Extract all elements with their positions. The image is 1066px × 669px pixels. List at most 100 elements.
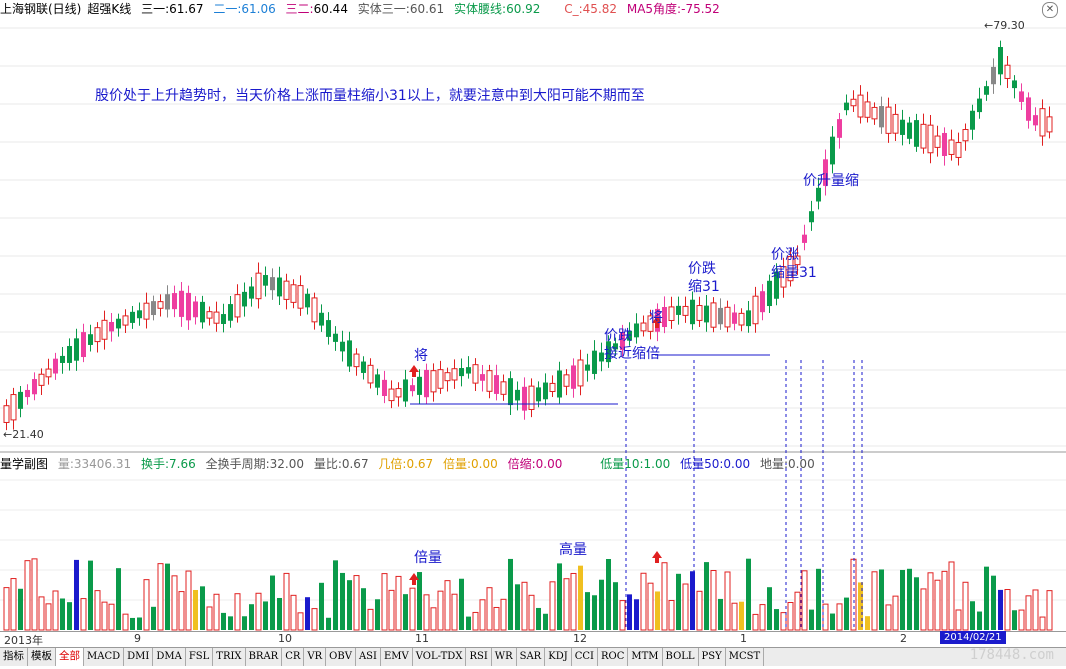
candle-body bbox=[297, 285, 304, 309]
tab-全部[interactable]: 全部 bbox=[56, 648, 84, 666]
candle-body bbox=[682, 305, 689, 316]
close-icon[interactable]: ✕ bbox=[1042, 2, 1058, 18]
tab-brar[interactable]: BRAR bbox=[246, 648, 283, 666]
candle-body bbox=[914, 120, 919, 147]
candle-body bbox=[270, 277, 275, 291]
volume-bar bbox=[900, 569, 905, 630]
tab-trix[interactable]: TRIX bbox=[213, 648, 246, 666]
tab-vol-tdx[interactable]: VOL-TDX bbox=[413, 648, 467, 666]
tab-roc[interactable]: ROC bbox=[598, 648, 629, 666]
time-label-sep: 9 bbox=[134, 632, 141, 645]
gao-liang-label: 高量 bbox=[559, 542, 587, 558]
volume-bar bbox=[403, 594, 408, 630]
candle-body bbox=[955, 142, 962, 158]
candle-body bbox=[823, 159, 828, 186]
tab-psy[interactable]: PSY bbox=[699, 648, 726, 666]
volume-panel-title: 量学副图 bbox=[0, 457, 49, 471]
ma3-value: 60.44 bbox=[313, 2, 348, 16]
tab-mtm[interactable]: MTM bbox=[628, 648, 663, 666]
volume-bar bbox=[690, 571, 695, 630]
tab-cr[interactable]: CR bbox=[282, 648, 305, 666]
down-shrink-annotation-1: 价跌 bbox=[688, 261, 716, 277]
candle-body bbox=[206, 311, 213, 319]
cycle-label: 全换手周期: bbox=[205, 457, 270, 471]
up-arrow-icon bbox=[652, 316, 662, 328]
volume-bar bbox=[619, 600, 626, 631]
volume-bar bbox=[774, 609, 779, 630]
volume-bar bbox=[130, 617, 135, 630]
candle-body bbox=[480, 374, 485, 381]
tab-asi[interactable]: ASI bbox=[356, 648, 381, 666]
volume-bar bbox=[340, 572, 345, 630]
dl10-label: 低量10: bbox=[600, 457, 644, 471]
waist-value: 60.92 bbox=[506, 2, 541, 16]
volume-bar bbox=[920, 588, 927, 631]
tab-指标[interactable]: 指标 bbox=[0, 648, 28, 666]
tab-emv[interactable]: EMV bbox=[381, 648, 413, 666]
volume-bar bbox=[892, 595, 899, 631]
candle-body bbox=[837, 119, 842, 138]
candle-body bbox=[179, 290, 184, 317]
candle-body bbox=[885, 106, 892, 134]
volume-bar bbox=[599, 579, 604, 630]
candle-body bbox=[101, 319, 108, 340]
c-value: 45.82 bbox=[582, 2, 618, 16]
low-price-label: ←21.40 bbox=[3, 428, 44, 441]
time-axis: 2013年 9 10 11 12 1 2 bbox=[0, 631, 1066, 647]
tab-kdj[interactable]: KDJ bbox=[545, 648, 572, 666]
tab-obv[interactable]: OBV bbox=[326, 648, 356, 666]
tab-wr[interactable]: WR bbox=[492, 648, 517, 666]
candle-body bbox=[151, 301, 156, 316]
tab-dma[interactable]: DMA bbox=[153, 648, 186, 666]
candle-body bbox=[444, 372, 451, 382]
volume-bar bbox=[101, 601, 108, 631]
volume-bar bbox=[647, 582, 654, 631]
candle-body bbox=[920, 123, 927, 149]
tab-boll[interactable]: BOLL bbox=[663, 648, 699, 666]
tab-rsi[interactable]: RSI bbox=[466, 648, 492, 666]
volume-bar bbox=[116, 568, 121, 630]
candle-body bbox=[871, 106, 878, 120]
down-shrink-annotation-2: 缩31 bbox=[688, 279, 720, 295]
volume-bar bbox=[277, 597, 282, 630]
candle-body bbox=[571, 365, 576, 389]
tab-cci[interactable]: CCI bbox=[572, 648, 598, 666]
jiang-label-2: 将 bbox=[649, 310, 663, 326]
candle-body bbox=[109, 321, 114, 332]
candle-body bbox=[1046, 116, 1053, 133]
volume-bar bbox=[1046, 590, 1053, 631]
candle-body bbox=[794, 255, 801, 266]
candle-body bbox=[333, 333, 338, 342]
volume-bar bbox=[178, 591, 185, 631]
volume-bar bbox=[858, 582, 863, 630]
tab-sar[interactable]: SAR bbox=[517, 648, 546, 666]
volume-bar bbox=[486, 587, 493, 631]
candle-body bbox=[340, 341, 345, 352]
volume-bar bbox=[1004, 589, 1011, 631]
volume-bar bbox=[767, 587, 772, 630]
candle-body bbox=[18, 391, 23, 409]
tab-macd[interactable]: MACD bbox=[84, 648, 125, 666]
dl50-value: 0.00 bbox=[723, 457, 751, 471]
candle-body bbox=[410, 385, 415, 392]
volume-bar bbox=[710, 570, 717, 631]
volume-bar bbox=[759, 604, 766, 631]
volume-bar bbox=[549, 581, 556, 631]
volume-bar bbox=[151, 606, 156, 630]
volume-bar bbox=[563, 578, 570, 631]
candle-body bbox=[1004, 64, 1011, 79]
candle-body bbox=[1026, 97, 1031, 121]
tab-dmi[interactable]: DMI bbox=[124, 648, 154, 666]
high-price-label: ←79.30 bbox=[984, 19, 1025, 32]
candle-body bbox=[249, 286, 254, 299]
candle-body bbox=[311, 297, 318, 323]
volume-bar bbox=[74, 559, 79, 630]
tab-模板[interactable]: 模板 bbox=[28, 648, 56, 666]
tab-vr[interactable]: VR bbox=[304, 648, 327, 666]
candle-body bbox=[718, 307, 723, 325]
candle-body bbox=[228, 304, 233, 321]
tab-mcst[interactable]: MCST bbox=[726, 648, 765, 666]
tab-fsl[interactable]: FSL bbox=[186, 648, 214, 666]
candle-body bbox=[563, 374, 570, 387]
candle-body bbox=[472, 364, 479, 384]
